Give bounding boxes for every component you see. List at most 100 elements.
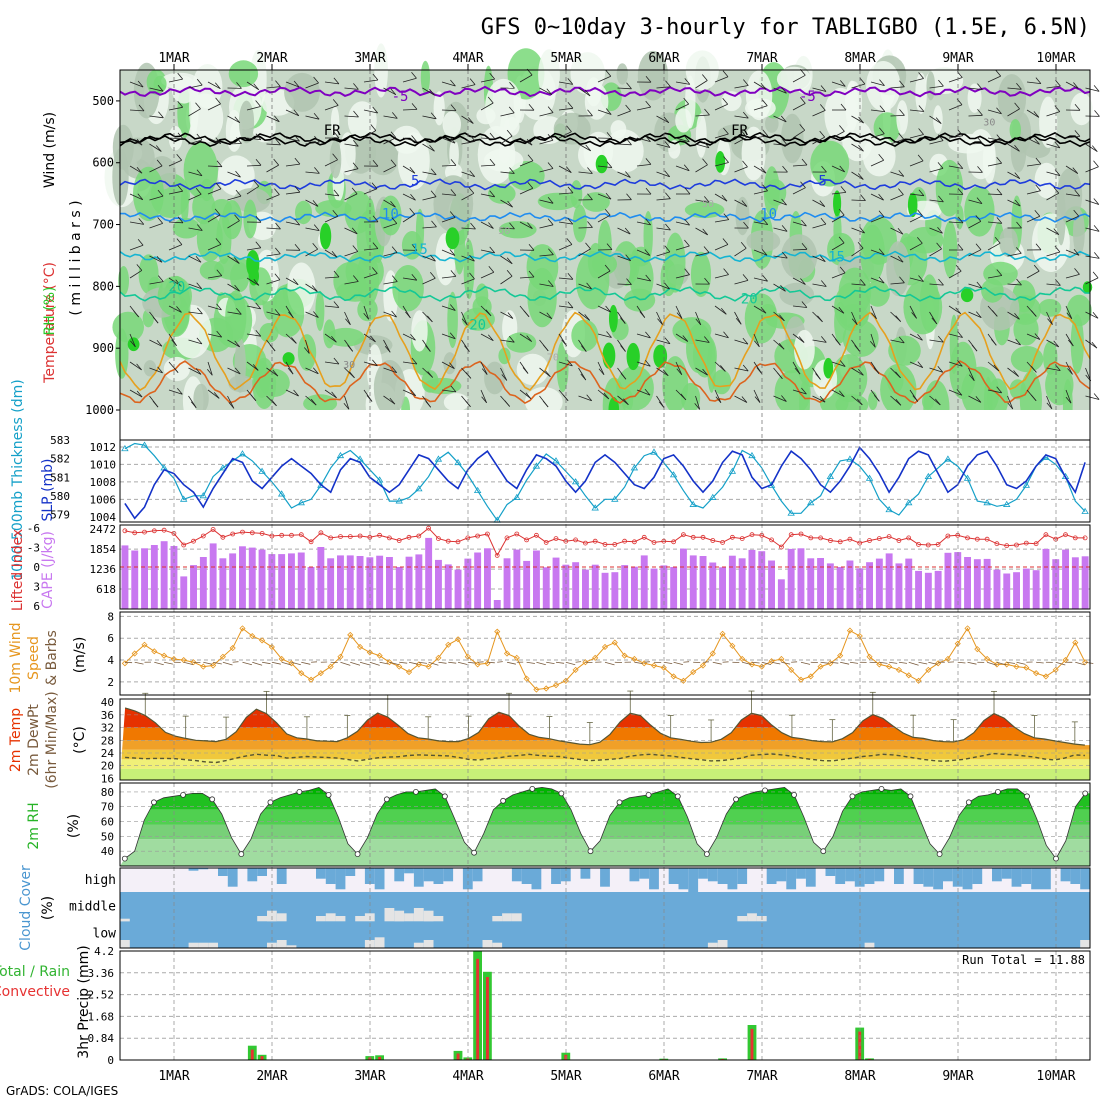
wind-barb: [870, 193, 884, 201]
rh-shade: [180, 187, 189, 224]
wind-barb: [1075, 661, 1085, 666]
rh-shade: [330, 106, 340, 138]
date-label-top: 6MAR: [648, 51, 679, 66]
wind-barb-feather: [1033, 264, 1040, 272]
wind-barb: [1085, 395, 1100, 400]
wind-barb-feather: [273, 158, 280, 166]
rh-tick-label: 60: [101, 816, 114, 829]
wind-barb-feather: [781, 225, 788, 232]
wind-barb-feather: [820, 85, 827, 92]
wind-barb: [792, 129, 805, 139]
wind-barb: [636, 361, 651, 367]
wind-barb-feather: [684, 239, 690, 247]
wind-barb: [714, 133, 729, 139]
wind-barb: [714, 162, 729, 167]
contour-label: 5: [818, 174, 826, 190]
wind-barb: [617, 395, 629, 406]
cloud-high-bar: [972, 868, 983, 884]
cape-bar: [640, 555, 648, 609]
wind-barb: [539, 87, 552, 96]
date-axis-labels: 1MAR1MAR2MAR2MAR3MAR3MAR4MAR4MAR5MAR5MAR…: [158, 51, 1075, 1084]
wind-barb: [500, 199, 513, 208]
cloud-gap-bar: [374, 937, 385, 948]
wind-barb: [506, 661, 516, 665]
cloud-high-bar: [227, 868, 238, 887]
wind-barb: [344, 168, 359, 173]
li-point: [641, 534, 647, 540]
wind-barb: [422, 277, 436, 285]
slp-point: [1081, 507, 1089, 514]
wind-barb: [546, 661, 555, 664]
wind-barb: [1046, 395, 1053, 410]
wind-barb: [734, 199, 748, 207]
rh-shade: [915, 72, 927, 115]
wind-barb-feather: [1014, 199, 1021, 207]
cape-bar: [405, 556, 413, 609]
cloud-high-bar: [521, 868, 532, 884]
wind-barb: [948, 361, 963, 367]
wind-barb: [422, 196, 437, 201]
wind-barb-feather: [287, 367, 294, 375]
wind-barb: [519, 389, 532, 400]
wind-barb-feather: [449, 332, 456, 340]
rh-shade: [810, 140, 850, 187]
wind-barb-feather: [819, 104, 826, 111]
wind-barb-feather: [754, 340, 760, 348]
wind-barb-feather: [236, 137, 242, 144]
cape-bar: [150, 545, 158, 609]
wind-speed-point: [151, 648, 158, 655]
wind-barb: [266, 194, 280, 201]
wind-barb: [968, 143, 983, 145]
wind-barb: [1085, 339, 1098, 349]
wind-speed-point: [817, 663, 824, 670]
slp-point: [375, 476, 384, 483]
wind-barb-feather: [703, 246, 710, 253]
cloud-gap-bar: [257, 916, 267, 922]
contour-label: FR: [731, 123, 748, 139]
wind-barb: [781, 661, 791, 665]
wind-barb: [1065, 305, 1073, 319]
wind-barb-feather: [351, 227, 358, 235]
rh-shade: [779, 282, 815, 307]
wind-barb-feather: [645, 75, 652, 83]
wind-barb: [909, 242, 923, 251]
slp-point: [121, 444, 129, 452]
wind-speed-point: [1042, 673, 1049, 680]
li-point: [514, 531, 520, 537]
wind-ylabel-3: & Barbs: [44, 630, 60, 686]
rh-shade: [964, 186, 995, 237]
wind-barb: [558, 244, 573, 251]
wind-barb-feather: [918, 275, 924, 282]
wind-barb-feather: [487, 334, 494, 341]
wind-barb: [734, 247, 747, 257]
cape-bar: [885, 553, 893, 609]
wind-barb: [617, 283, 632, 285]
y-tick-label: 800: [92, 279, 114, 293]
wind-barb-feather: [741, 200, 748, 207]
rh-shade: [1073, 208, 1085, 257]
wind-barb-feather: [347, 345, 354, 352]
wind-barb-feather: [938, 79, 944, 87]
cloud-high-bar: [462, 868, 473, 890]
wind-barb-feather: [1016, 83, 1022, 90]
precip-tick-label: 1.68: [88, 1010, 115, 1023]
rh-point: [674, 793, 681, 800]
wind-barb: [519, 74, 533, 83]
wind-barb-feather: [976, 197, 983, 204]
wind-barb: [928, 661, 938, 665]
wind-barb: [539, 224, 554, 229]
wind-barb-feather: [580, 345, 587, 352]
li-point: [220, 534, 226, 540]
wind-barb: [870, 216, 885, 223]
wind-barb: [929, 140, 944, 145]
wind-tick-label: 2: [107, 676, 114, 689]
temp-contour: [119, 131, 1091, 145]
wind-barb-feather: [411, 103, 418, 110]
cloud-high-bar: [188, 868, 199, 871]
wind-barb: [792, 248, 808, 251]
slp-point: [748, 451, 756, 459]
wind-barb-feather: [742, 274, 749, 281]
wind-barb-feather: [391, 310, 397, 318]
